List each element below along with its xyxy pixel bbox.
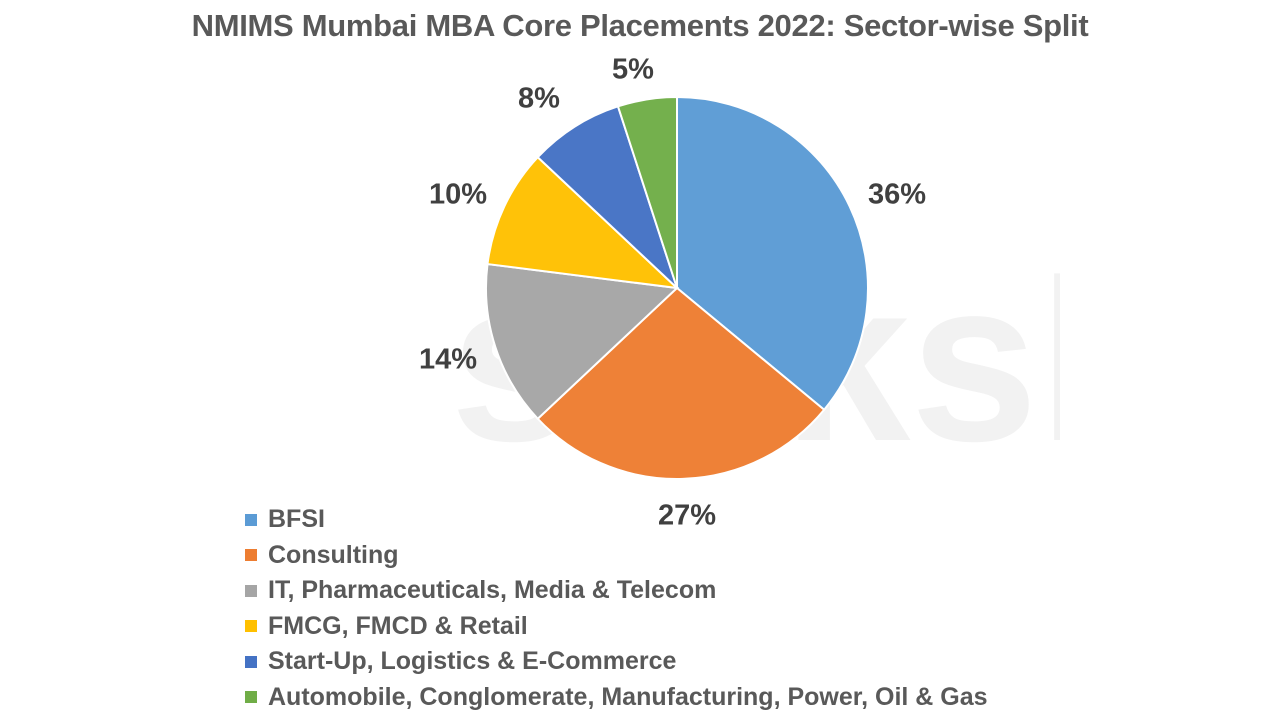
legend-label: Consulting	[268, 540, 399, 569]
pie-slice-consulting	[536, 286, 826, 480]
pie-slice-it-pharmaceuticals-media-telecom	[485, 262, 680, 421]
data-label: 8%	[518, 82, 560, 115]
legend-swatch-icon	[245, 549, 257, 562]
data-label: 10%	[428, 178, 488, 211]
legend-label: FMCG, FMCD & Retail	[268, 611, 528, 640]
legend-swatch-icon	[245, 655, 257, 668]
data-label: 14%	[418, 343, 478, 376]
pie-slice-fmcg-fmcd-retail	[486, 155, 680, 290]
legend-swatch-icon	[245, 620, 257, 633]
legend-label: Automobile, Conglomerate, Manufacturing,…	[268, 682, 988, 711]
legend-item: BFSI	[245, 502, 988, 538]
data-label: 27%	[657, 499, 717, 532]
pie-slice-bfsi	[676, 95, 869, 412]
legend-item: Consulting	[245, 538, 988, 574]
legend-item: FMCG, FMCD & Retail	[245, 609, 988, 645]
legend-label: BFSI	[268, 505, 325, 534]
data-label: 5%	[612, 53, 654, 86]
legend-item: Start-Up, Logistics & E-Commerce	[245, 644, 988, 680]
legend-swatch-icon	[245, 584, 257, 597]
chart-title: NMIMS Mumbai MBA Core Placements 2022: S…	[191, 8, 1089, 43]
legend-swatch-icon	[245, 691, 257, 704]
legend-label: IT, Pharmaceuticals, Media & Telecom	[268, 576, 717, 605]
legend-swatch-icon	[245, 513, 257, 526]
legend-label: Start-Up, Logistics & E-Commerce	[268, 647, 677, 676]
legend-item: Automobile, Conglomerate, Manufacturing,…	[245, 680, 988, 716]
pie-slice-automobile-conglomerate-manufacturing-power-oil-gas	[616, 95, 678, 289]
pie-slice-start-up-logistics-e-commerce	[536, 105, 678, 289]
data-label: 36%	[867, 178, 927, 211]
legend: BFSI Consulting IT, Pharmaceuticals, Media…	[245, 502, 988, 715]
legend-item: IT, Pharmaceuticals, Media & Telecom	[245, 573, 988, 609]
